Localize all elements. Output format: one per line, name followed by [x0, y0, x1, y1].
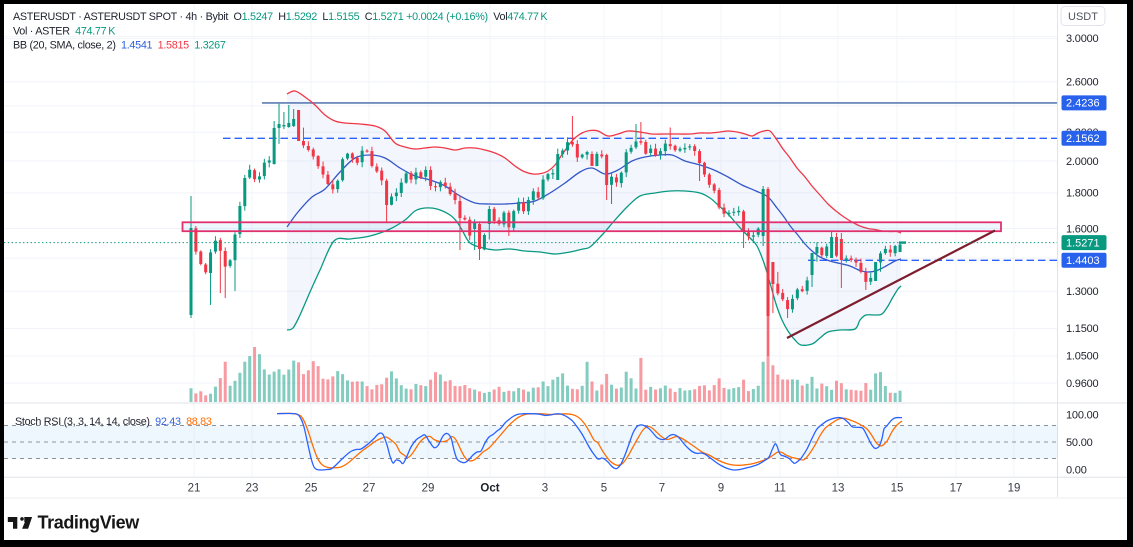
svg-text:50.00: 50.00 [1066, 437, 1093, 449]
svg-text:3.0000: 3.0000 [1066, 33, 1099, 45]
svg-text:5: 5 [601, 483, 607, 495]
svg-text:Stoch RSI (3, 3, 14, 14, close: Stoch RSI (3, 3, 14, 14, close) 92.43 88… [15, 416, 212, 428]
svg-text:USDT: USDT [1068, 11, 1098, 23]
svg-text:21: 21 [188, 483, 201, 495]
svg-text:1.1500: 1.1500 [1066, 323, 1099, 335]
svg-text:1.6000: 1.6000 [1066, 223, 1099, 235]
svg-text:2.0000: 2.0000 [1066, 156, 1099, 168]
svg-text:3: 3 [542, 483, 548, 495]
svg-text:9: 9 [718, 483, 724, 495]
svg-text:19: 19 [1008, 483, 1021, 495]
svg-text:2.4236: 2.4236 [1066, 98, 1100, 110]
svg-text:7: 7 [659, 483, 665, 495]
svg-text:TradingView: TradingView [38, 513, 141, 533]
svg-text:0.00: 0.00 [1066, 464, 1087, 476]
svg-text:1.0500: 1.0500 [1066, 351, 1099, 363]
svg-text:1.8000: 1.8000 [1066, 188, 1099, 200]
svg-text:13: 13 [832, 483, 845, 495]
svg-text:15: 15 [891, 483, 904, 495]
svg-text:11: 11 [774, 483, 786, 495]
svg-text:Oct: Oct [480, 483, 499, 495]
svg-text:Vol · ASTER 474.77 K: Vol · ASTER 474.77 K [13, 25, 116, 37]
svg-text:29: 29 [422, 483, 435, 495]
svg-text:1.3000: 1.3000 [1066, 286, 1099, 298]
svg-text:2.1562: 2.1562 [1066, 133, 1100, 145]
svg-text:2.6000: 2.6000 [1066, 77, 1099, 89]
svg-text:25: 25 [305, 483, 318, 495]
svg-text:27: 27 [363, 483, 376, 495]
svg-text:100.00: 100.00 [1066, 409, 1099, 421]
svg-text:BB (20, SMA, close, 2) 1.4541: BB (20, SMA, close, 2) 1.4541 1.5815 1.3… [13, 39, 226, 51]
svg-text:17: 17 [950, 483, 963, 495]
svg-text:0.9600: 0.9600 [1066, 378, 1099, 390]
svg-text:1.5271: 1.5271 [1066, 237, 1100, 249]
svg-text:23: 23 [246, 483, 259, 495]
svg-text:ASTERUSDT · ASTERUSDT SPOT · 4: ASTERUSDT · ASTERUSDT SPOT · 4h · Bybit … [13, 11, 548, 23]
svg-text:1.4403: 1.4403 [1066, 255, 1100, 267]
